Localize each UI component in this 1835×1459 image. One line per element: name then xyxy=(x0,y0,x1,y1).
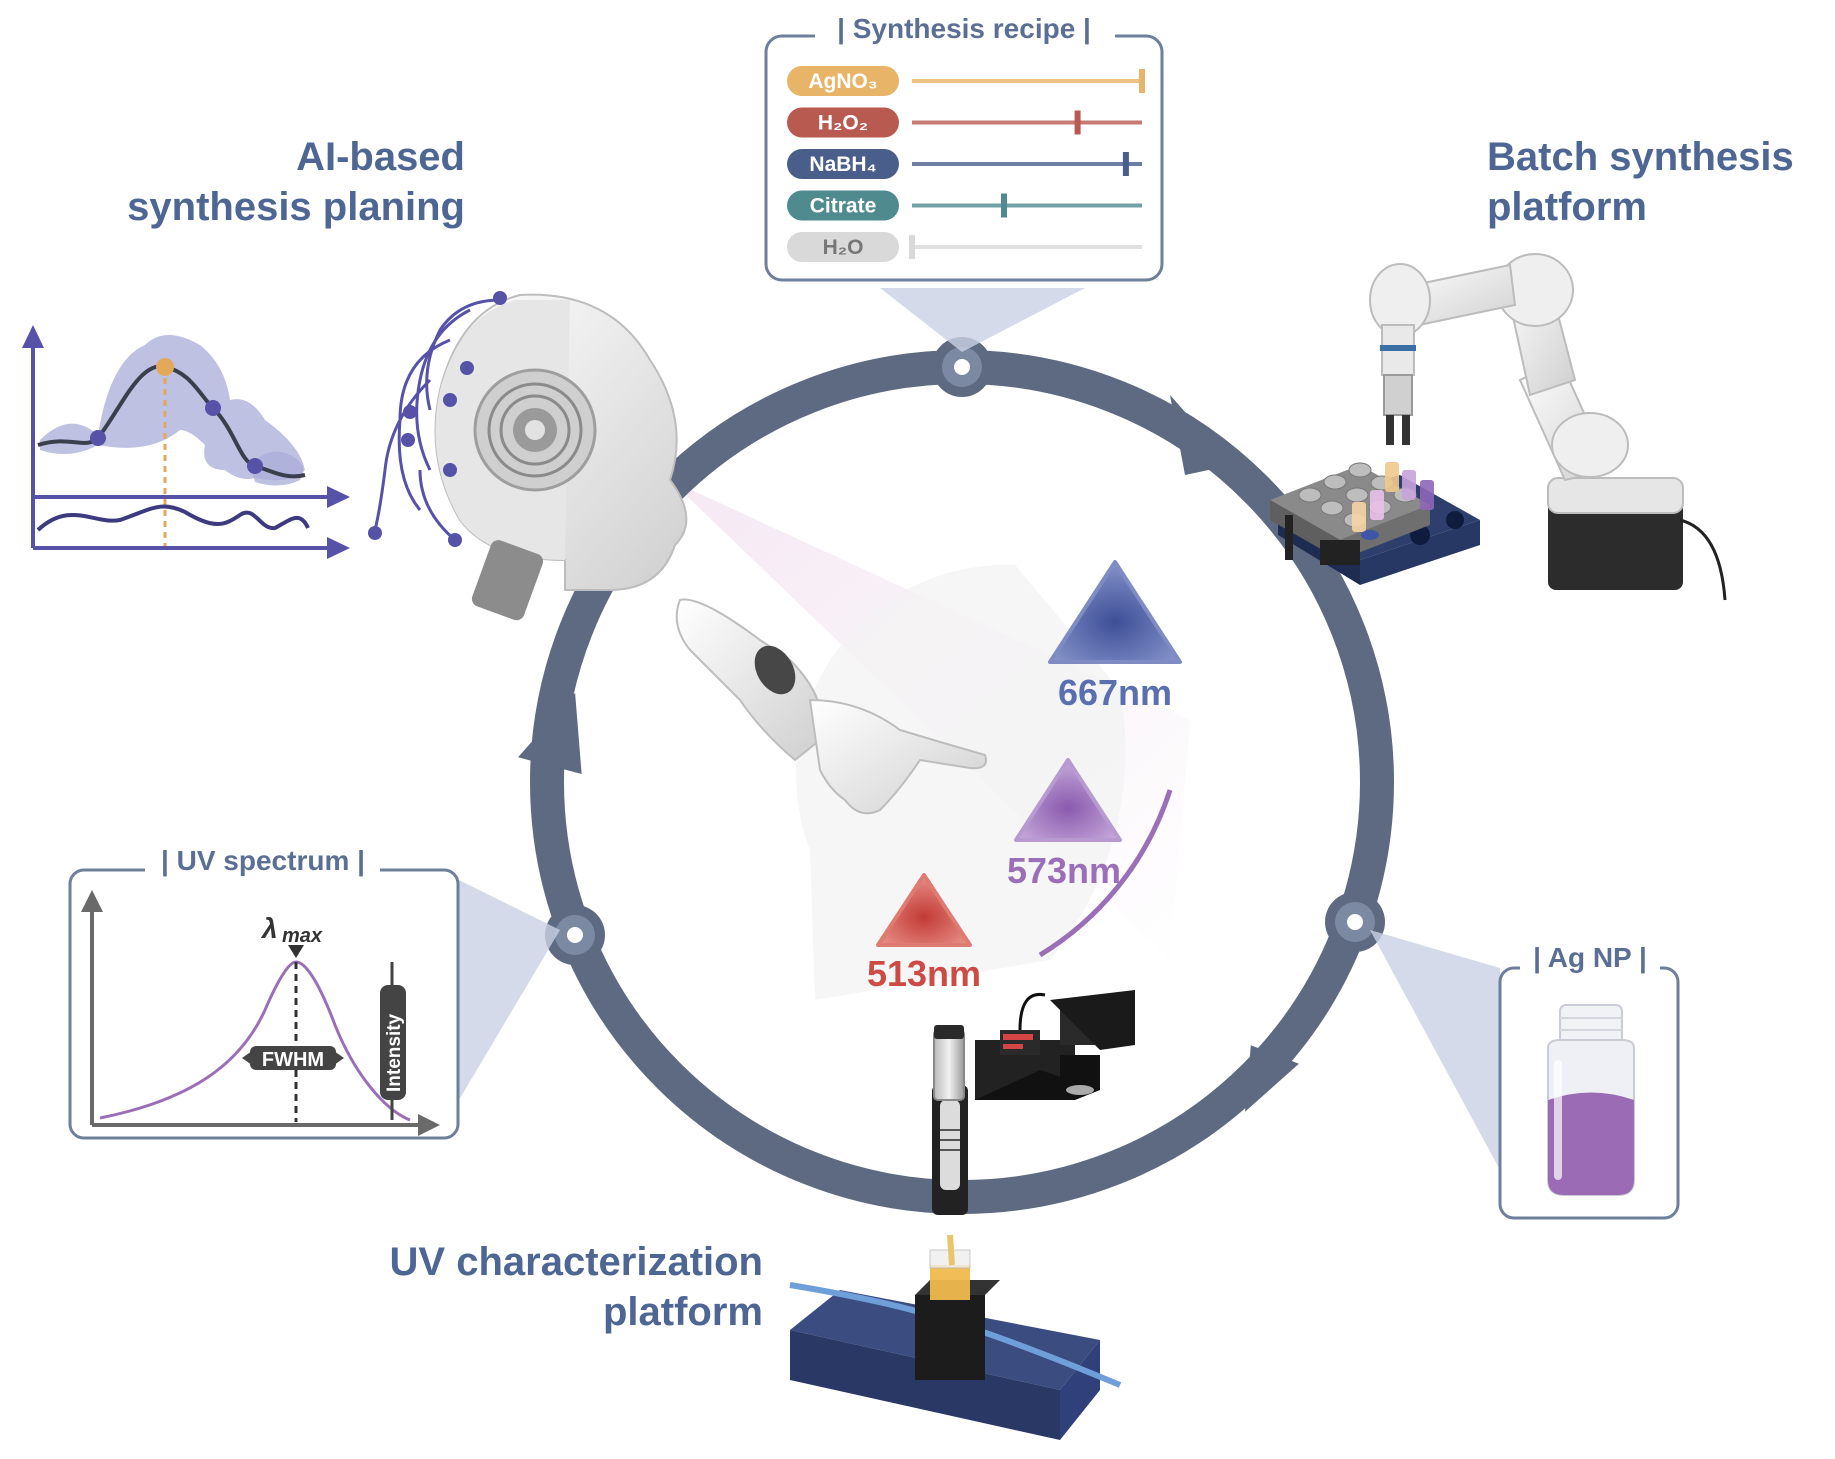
wavelength-573-label: 573nm xyxy=(1007,850,1121,891)
uv-spectrum-title: | UV spectrum | xyxy=(161,845,365,876)
reagent-pill xyxy=(787,66,899,96)
synthesis-recipe-panel: | Synthesis recipe | AgNO₃ H₂O₂ NaBH₄ Citra… xyxy=(764,13,1164,282)
cycle-arrow-bottom-right xyxy=(1245,1045,1299,1112)
node-left xyxy=(545,905,605,965)
intensity-badge xyxy=(380,985,406,1100)
robot-hand xyxy=(675,598,987,815)
wavelength-fan xyxy=(796,564,1126,1000)
intensity-label: Intensity xyxy=(384,1013,405,1092)
recipe-row: NaBH₄ xyxy=(787,149,1142,179)
cycle-arrow-top-right xyxy=(1170,395,1232,475)
acquisition-curve xyxy=(36,504,310,532)
reagent-label: H₂O xyxy=(823,236,864,259)
ai-optimization-graph xyxy=(22,325,350,559)
recipe-row: Citrate xyxy=(787,190,1142,221)
lambda-max-subscript: max xyxy=(282,925,323,947)
ag-np-panel: | Ag NP | xyxy=(1498,942,1680,1220)
circuit-nodes xyxy=(368,291,507,547)
wavelength-667: 667nm xyxy=(1048,560,1182,713)
cuvette-holder xyxy=(915,1295,985,1380)
sample-point xyxy=(90,430,106,446)
recipe-row: AgNO₃ xyxy=(787,66,1145,96)
reagent-slider-handle xyxy=(909,235,915,259)
batch-platform-title-line2: platform xyxy=(1487,185,1647,229)
synthesis-recipe-title: | Synthesis recipe | xyxy=(837,13,1091,44)
uv-platform-title-line1: UV characterization xyxy=(390,1240,763,1284)
reagent-label: H₂O₂ xyxy=(818,112,868,135)
neural-circuit xyxy=(373,298,501,542)
reagent-slider-handle xyxy=(1139,69,1145,93)
uv-spectrum-callout xyxy=(459,880,560,1100)
lambda-max-symbol: λ xyxy=(260,913,278,944)
batch-platform-title-line1: Batch synthesis xyxy=(1487,135,1794,179)
fwhm-label: FWHM xyxy=(262,1049,324,1071)
wavelength-513-label: 513nm xyxy=(867,953,981,994)
reagent-slider-handle xyxy=(1122,152,1129,176)
uv-spectrum-panel: | UV spectrum | λ max FWHM Intensity xyxy=(68,845,460,1140)
reagent-label: NaBH₄ xyxy=(809,153,876,176)
ag-np-vial xyxy=(1547,1004,1635,1196)
lambda-max-arrow xyxy=(288,945,304,958)
reagent-pill xyxy=(787,232,899,262)
y-axis-arrow xyxy=(22,325,44,348)
recipe-callout xyxy=(880,288,1085,352)
uv-characterization-device xyxy=(789,990,1135,1440)
recipe-row: H₂O xyxy=(787,232,1142,262)
recipe-row: H₂O₂ xyxy=(787,107,1142,138)
x-axis-upper-arrow xyxy=(327,486,350,508)
wavelength-573: 573nm xyxy=(1007,758,1122,891)
wavelength-513: 513nm xyxy=(867,873,981,994)
fwhm-badge xyxy=(250,1046,336,1070)
optimum-point xyxy=(156,358,174,376)
spectrum-arc xyxy=(1038,789,1173,958)
reagent-label: Citrate xyxy=(810,195,877,218)
reagent-pill xyxy=(787,190,899,221)
ag-np-title: | Ag NP | xyxy=(1533,942,1647,973)
ag-np-callout xyxy=(1370,930,1500,1170)
reagent-pill xyxy=(787,149,899,179)
sample-point xyxy=(205,400,221,416)
cuvette xyxy=(930,1265,970,1300)
wavelength-667-label: 667nm xyxy=(1058,672,1172,713)
ai-planning-title-line1: AI-based xyxy=(296,135,465,179)
ai-planning-title-line2: synthesis planing xyxy=(127,185,465,229)
reagent-slider-handle xyxy=(1001,193,1007,218)
spectrum-y-axis-arrow xyxy=(81,890,103,912)
pipette-tip xyxy=(947,1234,955,1266)
spectrum-x-axis-arrow xyxy=(418,1114,440,1136)
x-axis-lower-arrow xyxy=(327,537,350,559)
reagent-label: AgNO₃ xyxy=(808,70,877,93)
reagent-pill xyxy=(787,107,899,138)
ai-robot-head xyxy=(368,291,688,621)
node-top xyxy=(932,337,992,397)
recipe-rows: AgNO₃ H₂O₂ NaBH₄ Citrate H₂O xyxy=(787,66,1145,262)
sample-point xyxy=(247,458,263,474)
node-right xyxy=(1325,892,1385,952)
reagent-slider-handle xyxy=(1074,110,1081,135)
vial-rack-stirrer xyxy=(1270,462,1480,585)
uv-platform-title-line2: platform xyxy=(603,1290,763,1334)
cycle-arrow-left xyxy=(518,692,582,775)
robot-arm xyxy=(1369,253,1727,601)
